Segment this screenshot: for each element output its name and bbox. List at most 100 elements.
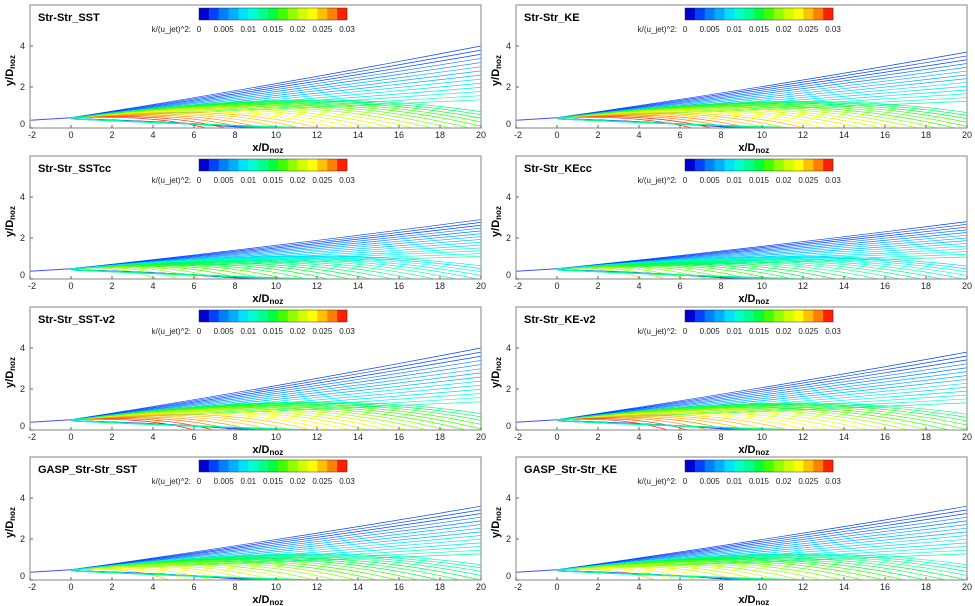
x-tick-label: 0: [68, 130, 73, 140]
x-tick-label: 2: [109, 130, 114, 140]
colorbar-tick-label: 0.005: [214, 25, 235, 34]
contour-line: [75, 255, 481, 270]
x-tick-label: 4: [636, 582, 641, 592]
colorbar-tick-label: 0.01: [241, 25, 257, 34]
colorbar-tick-label: 0.01: [241, 176, 257, 185]
colorbar-swatch: [783, 8, 794, 20]
colorbar-swatch: [803, 8, 814, 20]
x-axis-label-main: x/D: [252, 293, 269, 305]
x-axis-label-sub: noz: [755, 146, 769, 155]
colorbar-tick-label: 0.03: [339, 477, 355, 486]
colorbar-swatch: [763, 159, 775, 171]
contour-line: [556, 505, 967, 571]
colorbar-tick-label: 0.015: [749, 176, 770, 185]
colorbar-swatch: [208, 159, 220, 171]
colorbar-tick-label: 0.005: [700, 327, 721, 336]
contour-line: [556, 63, 967, 119]
contour-line: [30, 419, 72, 423]
colorbar-swatch: [744, 310, 755, 322]
x-tick-label: 14: [839, 130, 849, 140]
colorbar-swatch: [248, 8, 259, 20]
colorbar-swatch: [694, 310, 706, 322]
x-tick-label: 20: [476, 432, 486, 442]
x-tick-label: 14: [353, 130, 363, 140]
colorbar-swatch: [287, 460, 298, 472]
y-axis-label-main: y/D: [4, 69, 16, 86]
colorbar-tick-label: 0.03: [825, 327, 841, 336]
colorbar-swatch: [803, 159, 814, 171]
x-axis-label-main: x/D: [738, 594, 755, 606]
x-tick-label: 2: [595, 130, 600, 140]
x-tick-label: 14: [839, 582, 849, 592]
colorbar-swatch: [228, 159, 239, 171]
contour-line: [516, 569, 558, 573]
contour-line: [516, 268, 558, 272]
colorbar-swatch: [714, 159, 725, 171]
y-axis-label-sub: noz: [8, 357, 17, 371]
colorbar-tick-label: 0.02: [776, 327, 792, 336]
colorbar-tick-label: 0.005: [214, 327, 235, 336]
colorbar-swatch: [277, 460, 289, 472]
y-tick-label: 2: [20, 534, 25, 544]
colorbar-swatch: [208, 460, 220, 472]
x-tick-label: 14: [839, 432, 849, 442]
contour-line: [556, 359, 967, 421]
x-tick-label: 12: [798, 582, 808, 592]
colorbar-swatch: [714, 8, 725, 20]
x-tick-label: -2: [28, 582, 36, 592]
x-tick-label: 10: [271, 432, 281, 442]
colorbar-swatch: [704, 8, 715, 20]
contour-line: [70, 360, 481, 421]
x-tick-label: 14: [839, 281, 849, 291]
contour-lines: [516, 505, 967, 580]
colorbar-frame: [198, 158, 348, 172]
contour-line: [70, 58, 481, 119]
y-axis-label-main: y/D: [490, 371, 502, 388]
x-tick-label: 8: [718, 432, 723, 442]
colorbar-swatch: [297, 8, 308, 20]
y-tick-label: 0: [506, 571, 511, 581]
x-tick-label: 14: [353, 582, 363, 592]
x-axis-label-sub: noz: [269, 146, 283, 155]
colorbar-frame: [198, 7, 348, 21]
colorbar-swatch: [208, 8, 220, 20]
x-tick-label: 10: [757, 582, 767, 592]
x-tick-label: 20: [962, 432, 972, 442]
y-tick-label: 4: [506, 192, 511, 202]
colorbar-swatch: [694, 460, 706, 472]
colorbar-tick-label: 0.01: [727, 176, 743, 185]
x-tick-label: 0: [554, 281, 559, 291]
colorbar-tick-label: 0: [683, 477, 688, 486]
colorbar-tick-label: 0.01: [241, 327, 257, 336]
colorbar-tick-label: 0.005: [214, 477, 235, 486]
contour-line: [561, 553, 967, 571]
colorbar-swatch: [813, 310, 824, 322]
x-tick-label: 16: [880, 130, 890, 140]
x-axis-label-main: x/D: [252, 142, 269, 154]
x-tick-label: 18: [921, 432, 931, 442]
colorbar-tick-label: 0.02: [776, 477, 792, 486]
y-axis-label: y/Dnoz: [4, 357, 17, 388]
y-axis-label-main: y/D: [490, 220, 502, 237]
y-axis-label: y/Dnoz: [490, 507, 503, 538]
colorbar-tick-label: 0.015: [749, 477, 770, 486]
colorbar-swatch: [238, 460, 249, 472]
colorbar-tick-label: 0.02: [290, 25, 306, 34]
y-axis-label-sub: noz: [8, 55, 17, 69]
contour-line: [75, 99, 481, 119]
colorbar-swatch: [228, 8, 239, 20]
colorbar-tick-label: 0.03: [825, 25, 841, 34]
colorbar-swatch: [277, 8, 289, 20]
y-tick-label: 2: [506, 534, 511, 544]
y-tick-label: 4: [20, 192, 25, 202]
colorbar-swatch: [754, 460, 765, 472]
x-tick-label: 6: [677, 582, 682, 592]
contour-line: [556, 118, 804, 128]
colorbar-tick-label: 0.02: [290, 327, 306, 336]
colorbar-swatch: [773, 8, 784, 20]
contour-line: [556, 355, 967, 421]
colorbar-tick-label: 0.03: [339, 176, 355, 185]
contour-line: [75, 553, 481, 571]
colorbar-swatch: [258, 159, 269, 171]
colorbar-swatch: [754, 8, 765, 20]
